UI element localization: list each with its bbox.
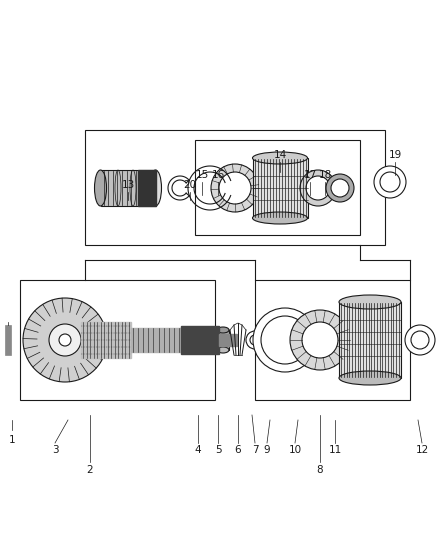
Bar xyxy=(195,140,360,235)
Ellipse shape xyxy=(266,330,278,350)
Bar xyxy=(81,322,131,358)
Bar xyxy=(20,280,215,400)
Bar xyxy=(5,325,11,355)
Ellipse shape xyxy=(217,327,229,333)
Ellipse shape xyxy=(149,170,162,206)
Bar xyxy=(255,280,410,400)
Circle shape xyxy=(253,308,317,372)
Circle shape xyxy=(302,322,338,358)
Circle shape xyxy=(23,298,107,382)
Text: 1: 1 xyxy=(9,435,15,445)
Text: 6: 6 xyxy=(235,445,241,455)
Bar xyxy=(85,130,385,245)
Circle shape xyxy=(211,164,259,212)
Text: 2: 2 xyxy=(87,465,93,475)
Ellipse shape xyxy=(217,347,229,353)
Bar xyxy=(138,170,156,206)
Circle shape xyxy=(219,172,251,204)
Circle shape xyxy=(331,179,349,197)
Bar xyxy=(181,326,219,354)
Text: 11: 11 xyxy=(328,445,342,455)
Ellipse shape xyxy=(95,170,106,206)
Bar xyxy=(339,302,401,378)
Bar xyxy=(100,170,155,206)
Text: 10: 10 xyxy=(289,445,301,455)
Ellipse shape xyxy=(339,371,401,385)
Text: 16: 16 xyxy=(212,170,225,180)
Circle shape xyxy=(290,310,350,370)
Text: 17: 17 xyxy=(304,170,317,180)
Text: 20: 20 xyxy=(184,180,197,190)
Bar xyxy=(219,334,237,346)
Circle shape xyxy=(380,172,400,192)
Text: 19: 19 xyxy=(389,150,402,160)
Text: 3: 3 xyxy=(52,445,58,455)
Bar xyxy=(252,158,307,218)
Text: 9: 9 xyxy=(264,445,270,455)
Circle shape xyxy=(374,166,406,198)
Circle shape xyxy=(246,331,264,349)
Ellipse shape xyxy=(252,212,307,224)
Bar xyxy=(131,328,181,352)
Text: 4: 4 xyxy=(194,445,201,455)
Text: 8: 8 xyxy=(317,465,323,475)
Text: 5: 5 xyxy=(215,445,221,455)
Ellipse shape xyxy=(269,334,275,346)
Circle shape xyxy=(411,331,429,349)
Text: 7: 7 xyxy=(252,445,258,455)
Ellipse shape xyxy=(339,295,401,309)
Bar xyxy=(217,330,229,350)
Ellipse shape xyxy=(252,152,307,164)
Text: 15: 15 xyxy=(195,170,208,180)
Text: 13: 13 xyxy=(121,180,134,190)
Circle shape xyxy=(59,334,71,346)
Ellipse shape xyxy=(142,170,152,206)
Text: 18: 18 xyxy=(318,170,332,180)
Circle shape xyxy=(326,174,354,202)
Circle shape xyxy=(405,325,435,355)
Text: 12: 12 xyxy=(415,445,429,455)
Text: 14: 14 xyxy=(273,150,286,160)
Circle shape xyxy=(261,316,309,364)
Circle shape xyxy=(49,324,81,356)
Circle shape xyxy=(250,335,260,345)
Circle shape xyxy=(306,176,330,200)
Circle shape xyxy=(300,170,336,206)
